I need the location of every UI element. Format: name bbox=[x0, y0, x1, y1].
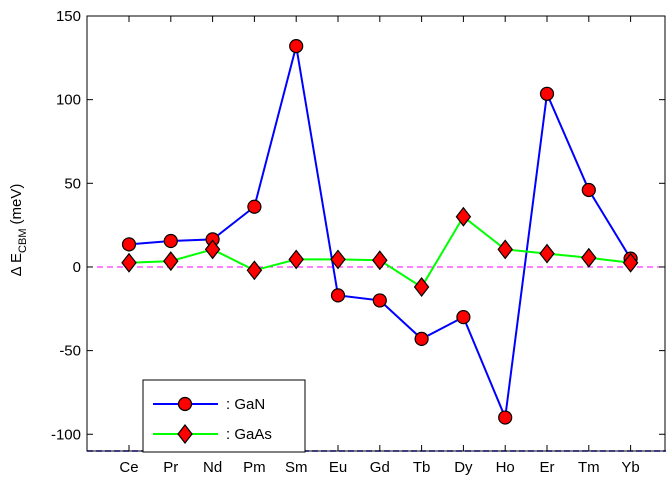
x-tick-label: Ho bbox=[496, 459, 515, 476]
plot-area bbox=[87, 39, 666, 452]
data-point bbox=[581, 182, 596, 198]
y-tick-label: 150 bbox=[56, 8, 81, 25]
y-tick-label: 50 bbox=[64, 175, 81, 192]
data-point bbox=[372, 293, 387, 308]
y-axis-label-unit: (meV) bbox=[8, 184, 25, 225]
y-tick-label: -100 bbox=[51, 426, 81, 443]
data-point bbox=[330, 249, 346, 270]
data-point bbox=[163, 251, 179, 272]
x-tick-label: Eu bbox=[329, 459, 347, 476]
data-point bbox=[498, 410, 513, 425]
x-tick-label: Yb bbox=[621, 459, 639, 476]
data-point bbox=[247, 199, 262, 214]
data-point bbox=[455, 206, 472, 227]
data-point bbox=[204, 239, 221, 260]
axes-frame bbox=[86, 15, 666, 452]
y-tick-label: 100 bbox=[56, 92, 81, 109]
data-point bbox=[581, 247, 597, 268]
data-point bbox=[413, 277, 430, 298]
data-point bbox=[121, 252, 137, 273]
data-point bbox=[372, 250, 388, 271]
data-point bbox=[456, 310, 471, 325]
x-tick-label: Ce bbox=[119, 459, 138, 476]
x-tick-label: Er bbox=[540, 459, 555, 476]
legend: : GaN : GaAs bbox=[142, 379, 306, 453]
data-point bbox=[622, 252, 639, 273]
y-axis-label-subscript: CBM bbox=[17, 229, 29, 253]
x-tick-label: Nd bbox=[203, 459, 222, 476]
x-tick-label: Pm bbox=[243, 459, 266, 476]
x-tick-label: Dy bbox=[454, 459, 473, 476]
legend-label-gan: : GaN bbox=[226, 396, 265, 413]
legend-marker-gan bbox=[177, 396, 193, 412]
data-point bbox=[330, 288, 346, 303]
y-tick-label: -50 bbox=[59, 343, 81, 360]
data-point bbox=[121, 237, 137, 252]
data-point bbox=[539, 243, 555, 264]
data-point bbox=[497, 239, 513, 260]
legend-label-gaas: : GaAs bbox=[226, 426, 272, 443]
data-point bbox=[288, 249, 304, 270]
x-tick-label: Tb bbox=[413, 459, 431, 476]
data-point bbox=[163, 233, 178, 249]
x-tick-label: Pr bbox=[163, 459, 178, 476]
data-point bbox=[246, 260, 263, 281]
y-axis-label: Δ ECBM (meV) bbox=[8, 184, 29, 277]
data-point bbox=[539, 86, 555, 101]
data-point bbox=[414, 331, 429, 347]
axes bbox=[86, 15, 666, 452]
legend-marker-gaas bbox=[177, 424, 193, 444]
legend-box bbox=[142, 379, 306, 453]
x-tick-label: Sm bbox=[285, 459, 308, 476]
y-tick-label: 0 bbox=[73, 259, 81, 276]
data-point bbox=[289, 39, 304, 54]
series-line-0 bbox=[128, 45, 632, 422]
x-tick-label: Gd bbox=[370, 459, 390, 476]
y-axis-label-main: Δ E bbox=[8, 253, 25, 276]
ticks: -100 -50 0 50 100 150 Ce Pr Nd Pm Sm Eu Gd Tb Dy Ho Er Tm… bbox=[51, 8, 665, 476]
x-tick-label: Tm bbox=[578, 459, 600, 476]
